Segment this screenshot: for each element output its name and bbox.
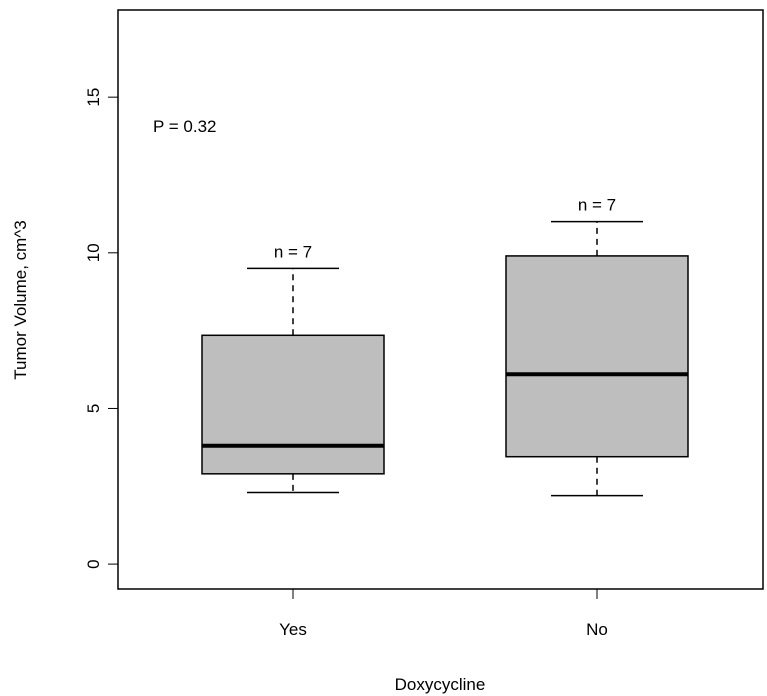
y-tick-label: 5 bbox=[84, 404, 103, 413]
x-axis: Yes No bbox=[279, 588, 608, 639]
iqr-box bbox=[505, 255, 689, 458]
y-tick-label: 15 bbox=[84, 88, 103, 107]
iqr-box bbox=[201, 334, 385, 475]
n-label: n = 7 bbox=[578, 196, 616, 215]
y-axis-label: Tumor Volume, cm^3 bbox=[11, 220, 30, 379]
box-no: n = 7 bbox=[505, 196, 689, 497]
x-tick-label: No bbox=[586, 620, 608, 639]
y-tick-label: 0 bbox=[84, 559, 103, 568]
boxes-layer: n = 7 n = 7 bbox=[201, 196, 689, 497]
y-axis: 0 5 10 15 bbox=[84, 88, 119, 569]
p-value-annotation: P = 0.32 bbox=[153, 117, 217, 136]
x-tick-label: Yes bbox=[279, 620, 307, 639]
n-label: n = 7 bbox=[274, 242, 312, 261]
box-yes: n = 7 bbox=[201, 242, 385, 494]
x-axis-label: Doxycycline bbox=[395, 675, 486, 694]
y-tick-label: 10 bbox=[84, 243, 103, 262]
